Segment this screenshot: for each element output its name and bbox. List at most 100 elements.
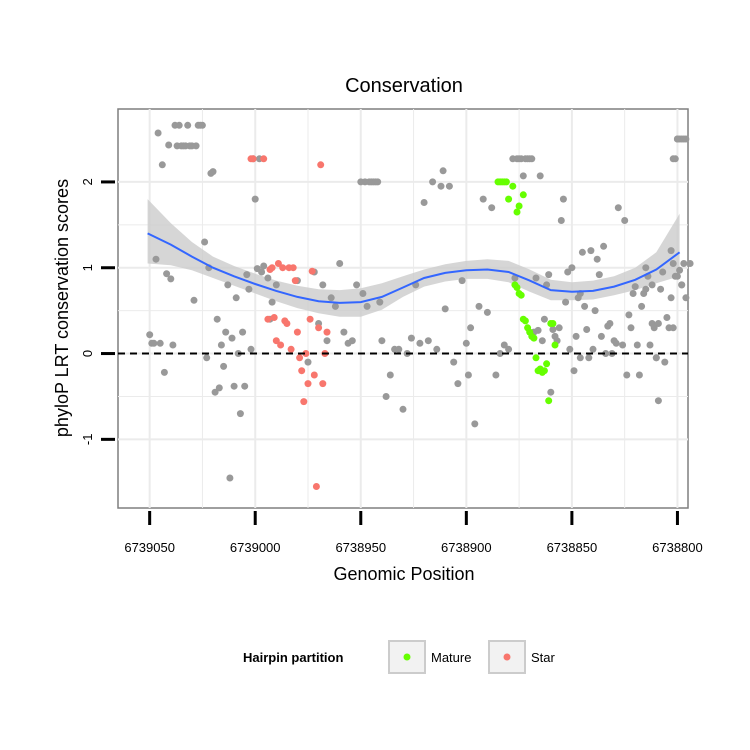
data-point-star: [308, 267, 316, 275]
data-point-other: [578, 248, 586, 256]
data-point-other: [633, 341, 641, 349]
data-point-mature: [540, 367, 548, 375]
data-point-other: [239, 328, 247, 336]
data-point-other: [247, 345, 255, 353]
data-point-other: [496, 350, 504, 357]
data-point-other: [669, 260, 677, 267]
data-point-other: [211, 388, 219, 396]
data-point-other: [532, 274, 540, 282]
data-point-other: [224, 281, 232, 289]
x-axis-label: Genomic Position: [333, 564, 474, 584]
data-point-other: [528, 155, 536, 163]
x-tick-label: 6738850: [547, 540, 598, 555]
data-point-other: [156, 339, 164, 347]
x-tick-label: 6739050: [124, 540, 175, 555]
data-point-other: [213, 315, 221, 323]
data-point-other: [424, 337, 432, 345]
plot-panel: [117, 108, 694, 509]
data-point-other: [600, 242, 608, 250]
data-point-star: [310, 371, 318, 379]
data-point-other: [678, 281, 686, 289]
x-tick-label: 6738800: [652, 540, 703, 555]
data-point-other: [420, 199, 428, 206]
data-point-other: [667, 294, 675, 302]
data-point-star: [319, 380, 327, 388]
data-point-star: [270, 314, 278, 321]
data-point-other: [439, 167, 447, 175]
data-point-other: [488, 204, 496, 212]
data-point-other: [165, 141, 173, 149]
y-axis-label: phyloP LRT conservation scores: [52, 179, 72, 437]
data-point-star: [260, 155, 268, 163]
data-point-other: [642, 264, 650, 272]
data-point-star: [323, 328, 331, 336]
data-point-other: [519, 172, 527, 180]
data-point-other: [661, 358, 669, 366]
data-point-other: [471, 420, 479, 428]
legend-swatch-mature: [403, 653, 411, 661]
data-point-other: [621, 217, 629, 224]
data-point-other: [623, 371, 631, 379]
data-point-other: [538, 337, 546, 345]
data-point-mature: [513, 208, 521, 216]
points-layer: [146, 121, 694, 490]
data-point-star: [315, 324, 323, 332]
data-point-other: [597, 332, 605, 340]
data-point-other: [169, 341, 177, 349]
series-star: [247, 155, 331, 490]
y-tick-label: -1: [80, 434, 95, 446]
data-point-other: [669, 155, 677, 163]
data-point-mature: [543, 360, 551, 368]
data-point-other: [445, 182, 453, 190]
y-axis: -1 0 1 2: [80, 178, 115, 445]
data-point-other: [167, 275, 175, 283]
data-point-other: [154, 129, 162, 137]
data-point-other: [682, 294, 690, 302]
data-point-other: [374, 178, 382, 186]
data-point-other: [184, 121, 192, 129]
data-point-other: [230, 382, 238, 390]
legend: Hairpin partition Mature Star: [243, 640, 556, 674]
data-point-other: [450, 358, 458, 366]
data-point-other: [549, 326, 557, 333]
data-point-other: [158, 161, 166, 169]
data-point-other: [150, 339, 158, 347]
data-point-other: [505, 345, 513, 353]
data-point-star: [274, 260, 282, 267]
data-point-other: [671, 272, 679, 280]
data-point-other: [433, 345, 441, 353]
data-point-other: [657, 285, 665, 293]
data-point-other: [638, 302, 646, 310]
data-point-other: [209, 168, 217, 176]
data-point-other: [479, 195, 487, 203]
data-point-other: [323, 337, 331, 345]
data-point-mature: [517, 291, 525, 299]
data-point-other: [627, 324, 635, 332]
data-point-mature: [545, 397, 553, 405]
data-point-other: [395, 345, 403, 353]
data-point-other: [407, 334, 415, 342]
data-point-other: [236, 410, 244, 418]
series-mature: [494, 178, 559, 405]
x-tick-label: 6739000: [230, 540, 281, 555]
data-point-other: [663, 314, 671, 321]
data-point-other: [268, 298, 276, 306]
data-point-other: [348, 337, 356, 345]
data-point-other: [272, 281, 280, 289]
data-point-mature: [551, 341, 559, 349]
y-tick-label: 2: [80, 178, 95, 185]
data-point-other: [201, 238, 209, 246]
data-point-other: [667, 247, 675, 255]
smooth-line: [147, 232, 681, 304]
data-point-other: [635, 371, 643, 379]
data-point-mature: [532, 354, 540, 362]
data-point-star: [287, 345, 295, 353]
data-point-other: [483, 308, 491, 316]
data-point-other: [614, 204, 622, 212]
data-point-other: [363, 302, 371, 310]
data-point-other: [475, 302, 483, 310]
data-point-other: [629, 290, 637, 297]
data-point-other: [258, 268, 266, 276]
data-point-other: [327, 294, 335, 302]
data-point-other: [536, 172, 544, 180]
